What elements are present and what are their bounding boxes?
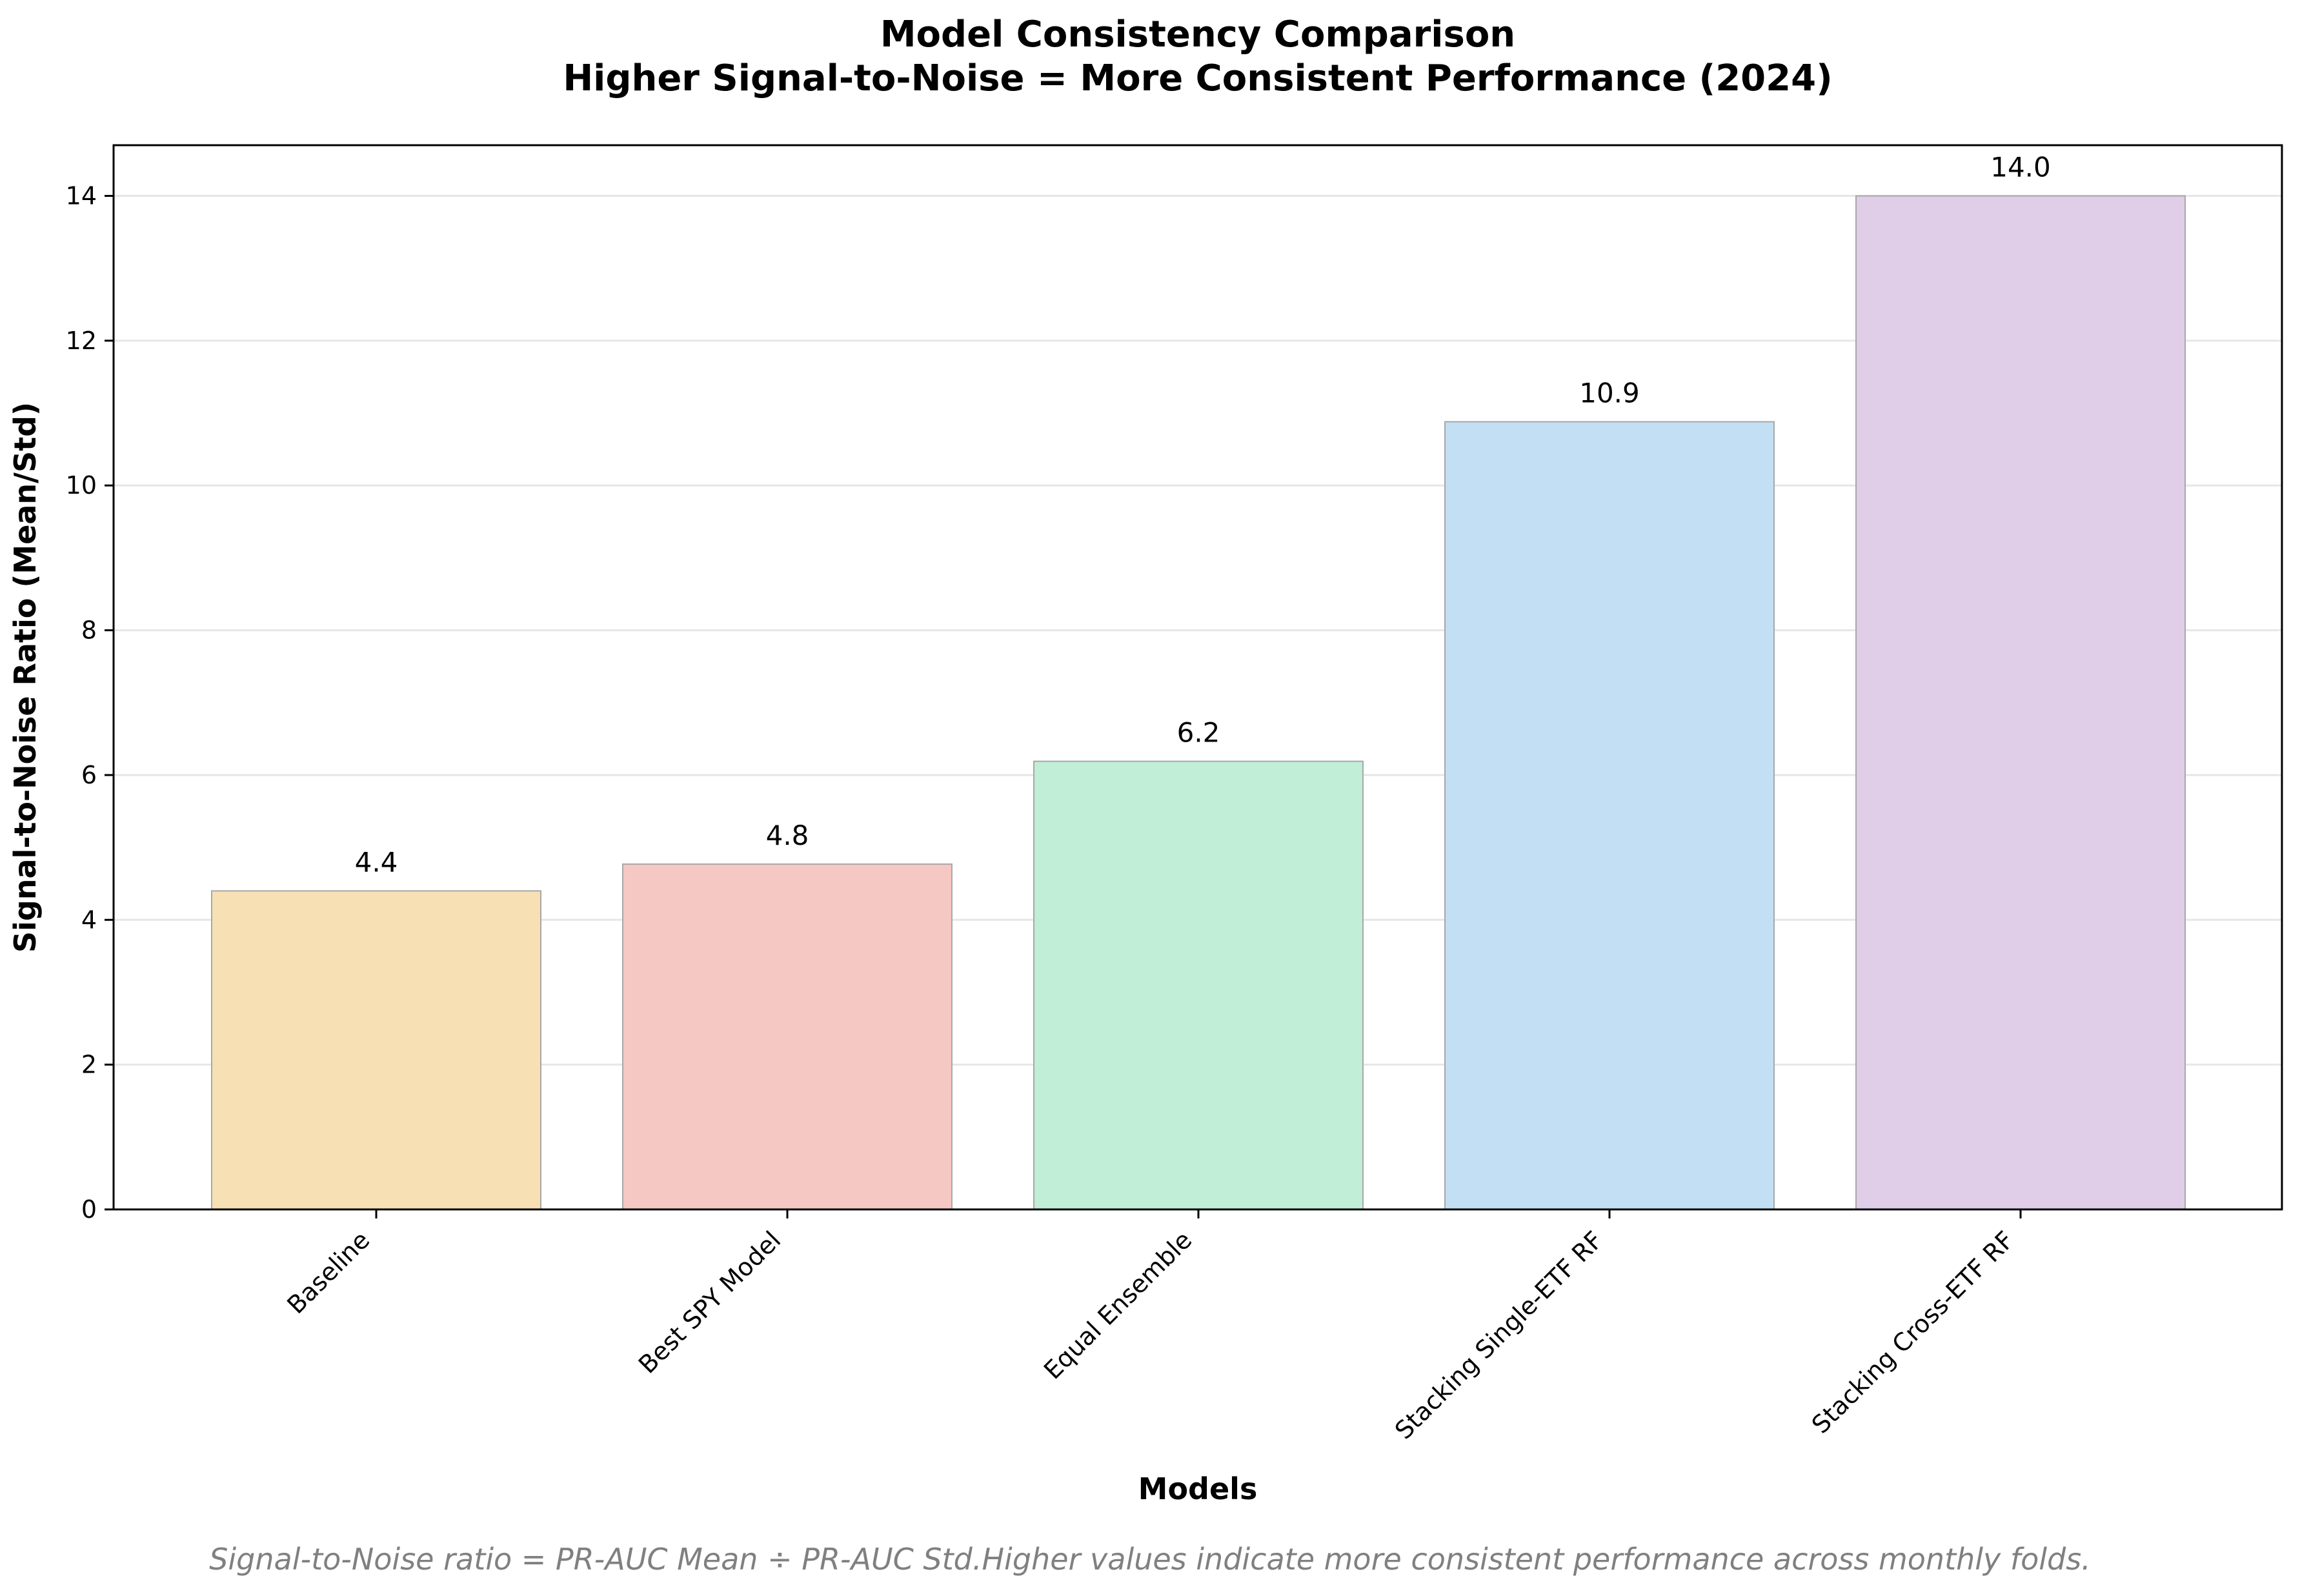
bar	[1855, 195, 2186, 1210]
data-label: 4.8	[766, 820, 809, 851]
y-tick-label: 14	[66, 182, 97, 210]
data-label: 6.2	[1177, 717, 1220, 749]
chart-subtitle: Higher Signal-to-Noise = More Consistent…	[563, 57, 1832, 99]
y-tick-label: 8	[81, 616, 97, 645]
y-tick-label: 0	[81, 1195, 97, 1224]
x-axis-label: Models	[1138, 1471, 1258, 1506]
y-tick-label: 12	[66, 327, 97, 355]
x-tick-label: Stacking Cross-ETF RF	[1806, 1226, 2019, 1439]
y-axis-label: Signal-to-Noise Ratio (Mean/Std)	[8, 402, 43, 953]
x-axis-ticks: Baseline Best SPY Model Equal Ensemble Stac…	[281, 1209, 2022, 1445]
y-axis-ticks: 0 2 4 6 8 10 12 14	[66, 182, 114, 1224]
bar	[1444, 421, 1775, 1210]
y-tick-label: 4	[81, 905, 97, 934]
x-tick-label: Stacking Single-ETF RF	[1389, 1226, 1608, 1444]
y-tick-label: 10	[66, 471, 97, 500]
bar	[211, 890, 541, 1210]
x-tick-label: Baseline	[281, 1226, 375, 1319]
bar	[622, 863, 953, 1211]
y-tick-label: 2	[81, 1051, 97, 1079]
data-labels: 4.4 4.8 6.2 10.9 14.0	[355, 152, 2051, 878]
bar	[1033, 760, 1364, 1210]
data-label: 4.4	[355, 846, 398, 878]
bars	[211, 195, 2186, 1211]
chart-title: Model Consistency Comparison	[880, 14, 1515, 56]
data-label: 10.9	[1579, 378, 1640, 409]
footnote: Signal-to-Noise ratio = PR-AUC Mean ÷ PR…	[209, 1542, 2091, 1577]
y-tick-label: 6	[81, 761, 97, 789]
x-tick-label: Best SPY Model	[633, 1226, 786, 1379]
data-label: 14.0	[1990, 152, 2051, 183]
x-tick-label: Equal Ensemble	[1038, 1226, 1197, 1384]
